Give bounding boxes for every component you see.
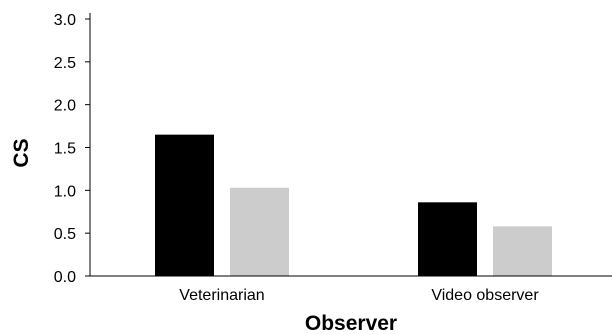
y-tick-label: 0.0 — [54, 269, 76, 286]
bar-video-observer-series-2 — [493, 226, 552, 276]
y-axis-title: CS — [10, 138, 33, 167]
y-tick-label: 1.5 — [54, 141, 76, 158]
y-tick-label: 1.0 — [54, 183, 76, 200]
bar-video-observer-series-1 — [418, 202, 477, 276]
y-tick-label: 0.5 — [54, 226, 76, 243]
bars — [155, 134, 552, 276]
x-axis-tick-labels: Veterinarian Video observer — [179, 287, 539, 304]
x-tick-label: Video observer — [431, 287, 539, 304]
y-tick-label: 2.0 — [54, 98, 76, 115]
y-tick-label: 2.5 — [54, 55, 76, 72]
bar-veterinarian-series-1 — [155, 134, 214, 276]
bar-veterinarian-series-2 — [230, 187, 289, 276]
x-tick-label: Veterinarian — [179, 287, 264, 304]
y-axis-ticks: 0.0 0.5 1.0 1.5 2.0 2.5 3.0 — [54, 12, 90, 286]
x-axis-title: Observer — [305, 312, 397, 335]
y-tick-label: 3.0 — [54, 12, 76, 29]
